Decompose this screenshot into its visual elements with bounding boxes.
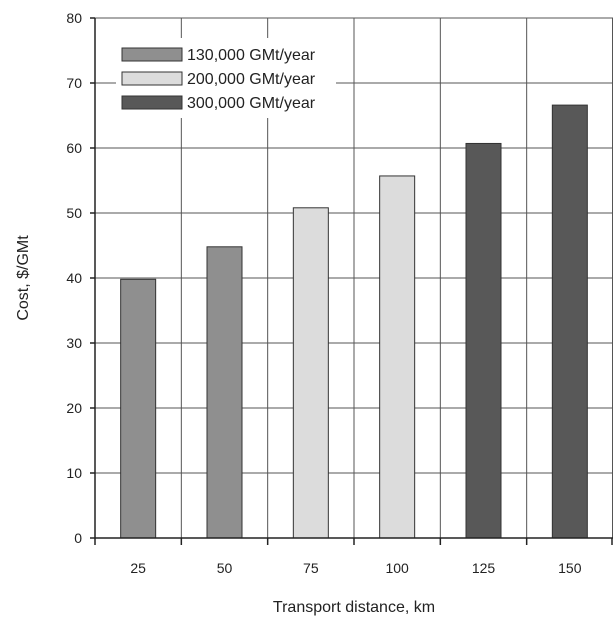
x-axis-title: Transport distance, km [273, 599, 435, 616]
y-tick-label: 50 [66, 205, 82, 221]
legend-swatch [121, 95, 183, 110]
x-tick-label: 125 [472, 560, 496, 576]
y-tick-label: 70 [66, 75, 82, 91]
legend-label: 130,000 GMt/year [187, 47, 316, 64]
legend-swatch [121, 47, 183, 62]
x-tick-label: 100 [385, 560, 409, 576]
x-tick-label: 50 [217, 560, 233, 576]
y-axis-title: Cost, $/GMt [15, 235, 32, 321]
y-tick-labels: 0 10 20 30 40 50 60 70 80 [66, 10, 82, 546]
bars [120, 104, 588, 539]
y-tick-label: 20 [66, 400, 82, 416]
bar [292, 207, 329, 539]
y-tick-label: 0 [74, 530, 82, 546]
x-tick-label: 75 [303, 560, 319, 576]
bar [120, 278, 157, 539]
legend-label: 200,000 GMt/year [187, 71, 316, 88]
legend-label: 300,000 GMt/year [187, 95, 316, 112]
legend-swatch [121, 71, 183, 86]
bar [379, 175, 416, 539]
y-tick-label: 80 [66, 10, 82, 26]
y-tick-label: 40 [66, 270, 82, 286]
x-tick-label: 25 [130, 560, 146, 576]
y-tick-label: 60 [66, 140, 82, 156]
y-tick-label: 10 [66, 465, 82, 481]
legend: 130,000 GMt/year 200,000 GMt/year 300,000 … [116, 38, 336, 118]
bar [551, 104, 588, 539]
bar [465, 142, 502, 539]
x-tick-labels: 25 50 75 100 125 150 [130, 560, 581, 576]
axes [90, 17, 613, 545]
bar [206, 246, 243, 539]
y-tick-label: 30 [66, 335, 82, 351]
x-tick-label: 150 [558, 560, 582, 576]
